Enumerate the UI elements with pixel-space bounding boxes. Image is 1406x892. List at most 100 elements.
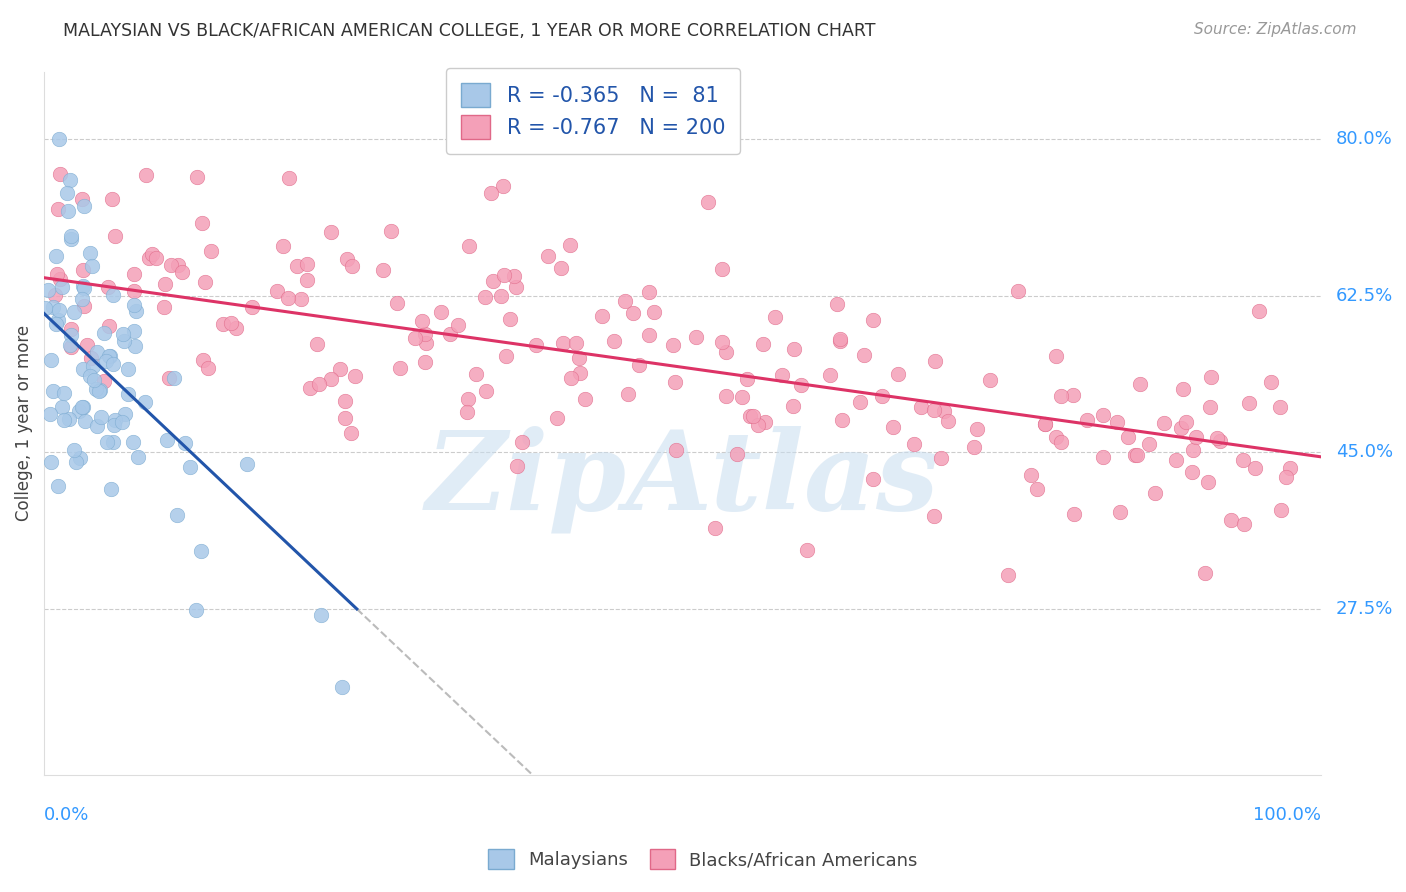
Point [1126,448,1149,462]
Point [330,680,353,694]
Point [65,455,87,469]
Point [664,376,686,390]
Point [1049,389,1071,403]
Point [86,419,108,434]
Point [603,334,626,348]
Point [56,186,79,200]
Point [997,567,1019,582]
Point [464,368,486,382]
Point [614,293,637,308]
Point [145,251,167,265]
Point [1123,449,1146,463]
Point [122,435,145,450]
Point [770,368,793,382]
Point [211,317,233,331]
Point [1243,461,1265,475]
Point [111,326,134,341]
Point [385,296,408,310]
Text: Source: ZipAtlas.com: Source: ZipAtlas.com [1194,22,1357,37]
Point [569,366,592,380]
Point [1232,452,1254,467]
Point [53,413,76,427]
Point [506,458,529,473]
Point [1092,408,1115,422]
Point [389,361,412,376]
Point [344,368,367,383]
Point [1107,416,1129,430]
Point [200,244,222,259]
Point [924,354,946,368]
Point [89,384,111,398]
Point [1260,375,1282,389]
Point [1275,469,1298,483]
Point [1137,437,1160,451]
Point [125,304,148,318]
Point [910,400,932,414]
Point [482,274,505,288]
Point [240,300,263,314]
Point [1219,513,1241,527]
Point [1194,566,1216,581]
Point [929,450,952,465]
Point [828,334,851,348]
Point [1180,465,1202,479]
Point [711,262,734,277]
Point [703,521,725,535]
Point [135,168,157,182]
Point [117,387,139,401]
Point [735,372,758,386]
Point [862,472,884,486]
Point [1129,377,1152,392]
Point [79,369,101,384]
Point [638,327,661,342]
Point [308,377,330,392]
Point [156,433,179,447]
Point [1033,417,1056,432]
Point [295,257,318,271]
Point [45,249,67,263]
Point [153,300,176,314]
Point [796,542,818,557]
Point [72,262,94,277]
Point [141,247,163,261]
Point [430,305,453,319]
Point [503,269,526,284]
Point [333,411,356,425]
Point [298,381,321,395]
Point [457,392,479,406]
Point [79,246,101,260]
Text: ZipAtlas: ZipAtlas [426,425,939,533]
Point [97,280,120,294]
Point [60,327,83,342]
Point [98,349,121,363]
Point [1021,468,1043,483]
Point [565,336,588,351]
Point [747,418,769,433]
Point [849,395,872,409]
Text: 0.0%: 0.0% [44,806,90,824]
Point [710,335,733,350]
Point [664,443,686,458]
Point [46,313,69,327]
Point [1209,434,1232,448]
Point [70,192,93,206]
Point [492,178,515,193]
Point [643,305,665,319]
Point [37,283,59,297]
Point [191,352,214,367]
Point [936,414,959,428]
Point [714,344,737,359]
Point [101,434,124,449]
Point [783,342,806,356]
Point [413,326,436,341]
Point [560,371,582,385]
Point [82,359,104,373]
Point [45,317,67,331]
Point [44,288,66,302]
Point [474,384,496,398]
Point [114,408,136,422]
Point [59,338,82,352]
Point [1199,370,1222,384]
Point [763,310,786,325]
Point [94,353,117,368]
